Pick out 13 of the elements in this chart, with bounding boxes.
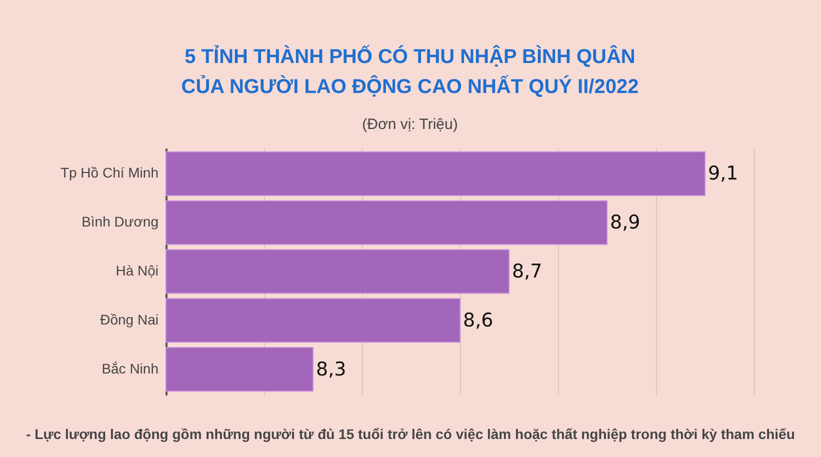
y-tick-label: Hà Nội (116, 262, 158, 278)
y-tick-label: Bình Dương (82, 214, 158, 230)
y-tick-label: Bắc Ninh (102, 360, 158, 376)
data-label: 8,9 (610, 212, 640, 234)
data-label: 9,1 (708, 162, 738, 185)
y-tick-label: Đồng Nai (100, 311, 158, 328)
data-label: 8,6 (463, 309, 494, 332)
chart-title: 5 TỈNH THÀNH PHỐ CÓ THU NHẬP BÌNH QUÂN CỦA NGƯỜI LAO ĐỘNG CAO NHẤT QUÝ II/2022 (181, 45, 639, 98)
chart-subtitle: (Đơn vị: Triệu) (362, 116, 458, 133)
y-tick-label: Tp Hồ Chí Minh (60, 164, 158, 181)
text: - Lực lượng lao động gồm những người từ đủ 15 tuổi trở lên có việc làm hoặc thất nghiệp trong thời kỳ tham chiếu (25, 426, 796, 442)
data-label: 8,7 (512, 260, 542, 282)
data-label: 8,3 (316, 358, 346, 380)
